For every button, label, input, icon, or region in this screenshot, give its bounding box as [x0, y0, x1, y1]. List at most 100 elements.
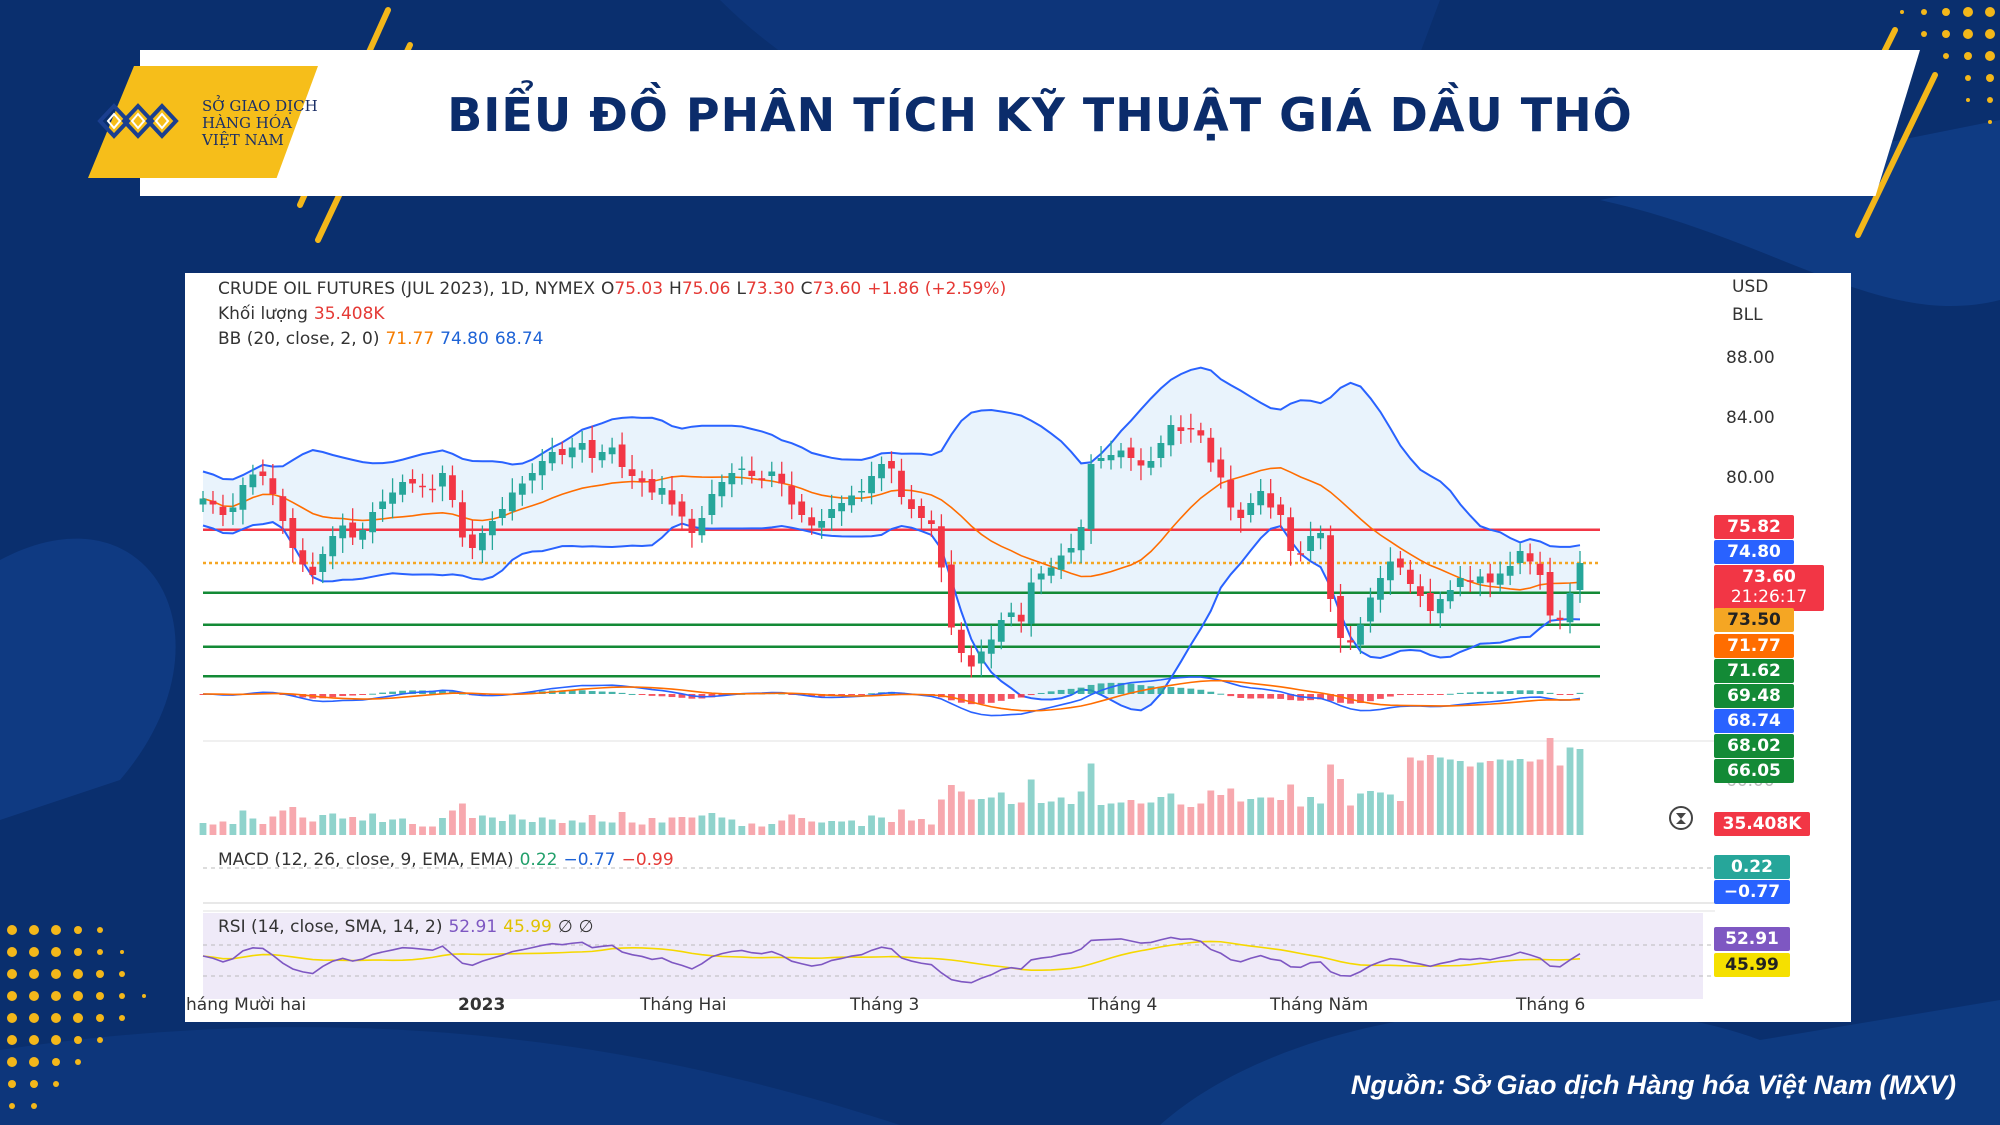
candle-body — [688, 518, 696, 533]
candle-body — [209, 500, 217, 505]
page-title: BIỂU ĐỒ PHÂN TÍCH KỸ THUẬT GIÁ DẦU THÔ — [447, 88, 1633, 142]
volume-bar — [1307, 797, 1314, 835]
candle-body — [259, 471, 267, 476]
candle-body — [1167, 425, 1175, 446]
candle-body — [918, 506, 925, 518]
candle-body — [449, 475, 456, 500]
candle-body — [538, 461, 546, 476]
volume-bar — [1297, 806, 1305, 835]
volume-bar — [1496, 759, 1504, 835]
logo-icon — [97, 103, 179, 139]
volume-bar — [1007, 804, 1015, 835]
volume-bar — [1546, 738, 1554, 835]
tag-macd: 0.22 — [1714, 855, 1790, 879]
volume-bar — [1466, 766, 1474, 835]
close-value: 73.60 — [812, 279, 862, 299]
volume-bar — [608, 822, 616, 835]
macd-histogram-bar — [1257, 694, 1265, 699]
volume-bar — [1157, 797, 1165, 835]
candle-body — [1097, 458, 1105, 461]
macd-histogram-bar — [578, 690, 586, 694]
volume-bar — [469, 818, 476, 835]
candle-body — [947, 564, 955, 628]
high-value: 75.06 — [681, 279, 731, 299]
macd-histogram-bar — [1466, 692, 1474, 694]
volume-bar — [987, 797, 995, 835]
candle-body — [1067, 548, 1075, 553]
candle-body — [1456, 578, 1464, 587]
candle-body — [1047, 567, 1055, 576]
candle-body — [359, 530, 367, 540]
change-value: +1.86 (+2.59%) — [867, 279, 1007, 299]
macd-histogram-bar — [1187, 688, 1195, 694]
macd-histogram-bar — [319, 694, 327, 699]
volume-bar — [1257, 797, 1265, 835]
candle-body — [459, 502, 466, 538]
candle-body — [1556, 617, 1564, 620]
macd-histogram-bar — [1357, 694, 1364, 704]
candle-body — [289, 518, 297, 548]
macd-histogram-bar — [1396, 694, 1404, 696]
volume-bar — [1167, 793, 1175, 835]
x-label-feb: Tháng Hai — [640, 995, 727, 1015]
volume-bar — [1396, 801, 1404, 835]
candle-body — [598, 452, 606, 461]
candle-body — [1137, 460, 1145, 466]
candle-body — [269, 478, 277, 494]
volume-bar — [1426, 755, 1434, 835]
volume-bar — [369, 813, 377, 835]
rsi-ma-line — [202, 940, 1581, 972]
candle-body — [369, 512, 377, 533]
candle-body — [1107, 455, 1115, 461]
volume-bar — [409, 824, 416, 835]
macd-histogram-bar — [678, 694, 686, 698]
macd-histogram-bar — [1526, 690, 1534, 694]
candle-body — [1476, 576, 1484, 584]
volume-bar — [688, 817, 696, 835]
source-note: Nguồn: Sở Giao dịch Hàng hóa Việt Nam (M… — [1350, 1070, 1956, 1100]
candle-body — [1247, 503, 1255, 515]
macd-histogram-bar — [1077, 687, 1085, 694]
candle-body — [309, 566, 317, 575]
volume-bar — [718, 817, 726, 835]
candle-body — [1197, 430, 1205, 436]
logo-line-3: VIỆT NAM — [202, 131, 284, 149]
macd-value-1: 0.22 — [519, 850, 558, 870]
macd-histogram-bar — [1107, 682, 1115, 694]
candle-body — [1347, 640, 1354, 643]
volume-bar — [1177, 804, 1185, 835]
volume-bar — [1097, 805, 1105, 835]
macd-histogram-bar — [389, 691, 396, 694]
candle-body — [329, 536, 337, 557]
volume-bar — [1337, 779, 1344, 835]
candle-body — [429, 488, 436, 491]
macd-histogram-bar — [1067, 688, 1075, 694]
volume-bar — [678, 817, 686, 835]
macd-histogram-bar — [668, 694, 676, 698]
macd-histogram-bar — [1007, 694, 1015, 699]
candle-body — [1416, 586, 1424, 596]
macd-legend: MACD (12, 26, close, 9, EMA, EMA) 0.22 −0.… — [218, 850, 680, 870]
macd-histogram-bar — [1097, 683, 1105, 694]
rsi-value-4: ∅ — [578, 917, 594, 937]
macd-histogram-bar — [1027, 694, 1035, 696]
volume-bar — [1506, 760, 1514, 835]
candle-body — [608, 447, 616, 455]
volume-bar — [239, 810, 247, 835]
volume-bar — [908, 820, 915, 835]
candle-body — [1117, 450, 1125, 458]
macd-histogram-bar — [1416, 694, 1424, 695]
volume-bar — [1077, 791, 1085, 835]
macd-histogram-bar — [1556, 694, 1564, 695]
candle-body — [469, 534, 476, 548]
macd-histogram-bar — [598, 691, 606, 694]
macd-histogram-bar — [1546, 692, 1554, 694]
candle-body — [878, 464, 885, 479]
candle-body — [928, 520, 935, 524]
macd-histogram-bar — [1337, 694, 1344, 703]
volume-bar — [798, 818, 806, 835]
candle-body — [818, 521, 826, 528]
macd-histogram-bar — [568, 690, 576, 694]
volume-bar — [1027, 779, 1035, 835]
unit-label: BLL — [1732, 305, 1763, 325]
